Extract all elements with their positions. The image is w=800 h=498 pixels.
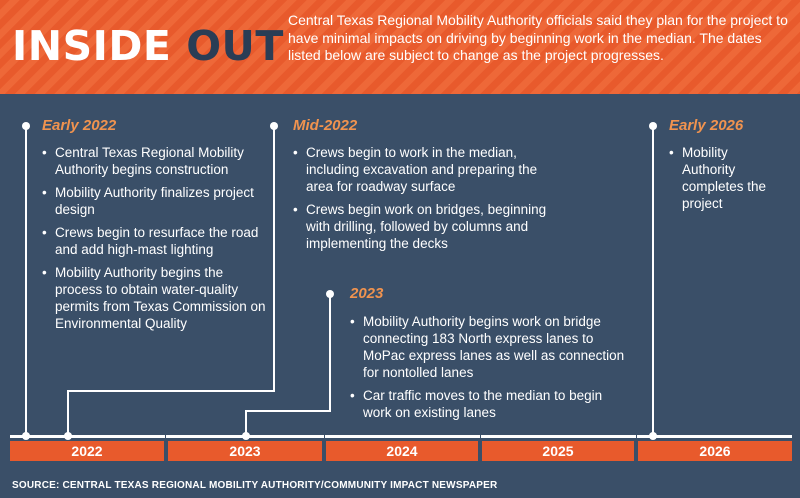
header-banner: INSIDE OUT Central Texas Regional Mobili…	[0, 0, 800, 94]
axis-gap	[480, 435, 481, 441]
connector-early-2022	[25, 126, 27, 437]
list-item: Mobility Authority begins work on bridge…	[350, 313, 632, 381]
milestone-label-2023: 2023	[350, 285, 384, 302]
list-item: Mobility Authority completes the project	[669, 144, 784, 212]
milestone-dot-early-2022	[22, 122, 30, 130]
connector-mid-2022-down	[67, 390, 69, 437]
connector-early-2026	[652, 126, 654, 437]
milestone-label-mid-2022: Mid-2022	[293, 117, 358, 134]
intro-text: Central Texas Regional Mobility Authorit…	[288, 12, 788, 63]
title-word-inside: INSIDE	[12, 22, 172, 70]
connector-2023-down	[245, 410, 247, 437]
milestone-dot-early-2026	[649, 122, 657, 130]
milestone-list-mid-2022: Crews begin to work in the median, inclu…	[293, 144, 558, 258]
year-bar-2025: 2025	[482, 441, 634, 461]
list-item: Car traffic moves to the median to begin…	[350, 387, 632, 421]
axis-gap	[165, 435, 166, 441]
connector-2023-vertical	[329, 294, 331, 412]
connector-mid-2022-vertical	[273, 126, 275, 392]
connector-mid-2022-horizontal	[67, 390, 275, 392]
milestone-label-early-2022: Early 2022	[42, 117, 117, 134]
list-item: Central Texas Regional Mobility Authorit…	[42, 144, 267, 178]
list-item: Mobility Authority finalizes project des…	[42, 184, 267, 218]
axis-gap	[636, 435, 637, 441]
milestone-list-early-2026: Mobility Authority completes the project	[669, 144, 784, 218]
source-credit: SOURCE: CENTRAL TEXAS REGIONAL MOBILITY …	[12, 480, 498, 491]
axis-gap	[324, 435, 325, 441]
year-bar-2022: 2022	[10, 441, 164, 461]
milestone-dot-2023	[326, 290, 334, 298]
list-item: Crews begin to work in the median, inclu…	[293, 144, 558, 195]
milestone-list-2023: Mobility Authority begins work on bridge…	[350, 313, 632, 427]
year-bar-2023: 2023	[168, 441, 322, 461]
connector-2023-horizontal	[245, 410, 331, 412]
title-word-out: OUT	[186, 22, 284, 70]
year-bar-2026: 2026	[638, 441, 792, 461]
list-item: Crews begin work on bridges, beginning w…	[293, 201, 558, 252]
list-item: Mobility Authority begins the process to…	[42, 264, 267, 332]
list-item: Crews begin to resurface the road and ad…	[42, 224, 267, 258]
milestone-dot-mid-2022	[270, 122, 278, 130]
year-bar-2024: 2024	[326, 441, 478, 461]
timeline-axis	[10, 435, 792, 438]
footer	[0, 474, 800, 498]
milestone-list-early-2022: Central Texas Regional Mobility Authorit…	[42, 144, 267, 338]
page-title: INSIDE OUT	[12, 22, 284, 70]
milestone-label-early-2026: Early 2026	[669, 117, 744, 134]
